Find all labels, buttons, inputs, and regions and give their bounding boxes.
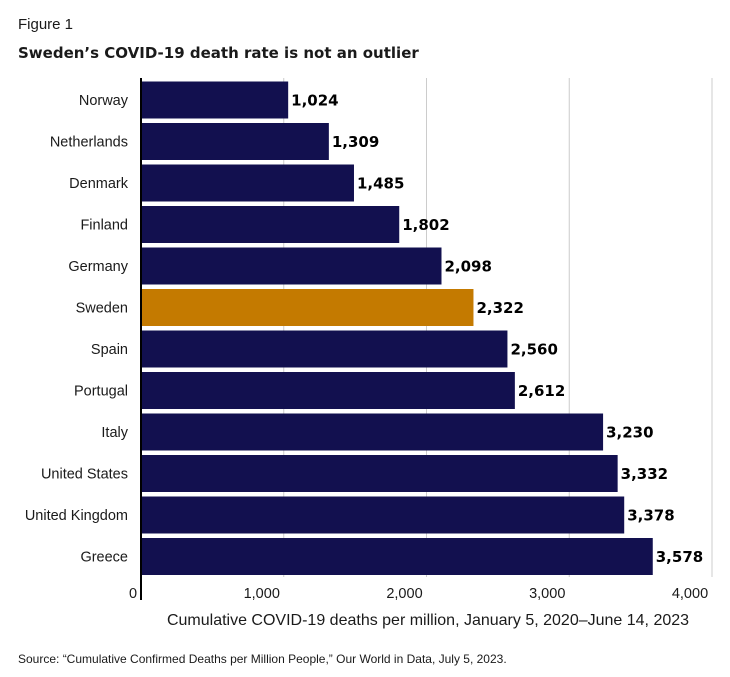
category-label: Portugal: [74, 384, 128, 400]
value-label: 1,309: [332, 133, 379, 151]
category-label: Greece: [80, 550, 128, 566]
value-label: 2,098: [444, 258, 491, 276]
value-label: 1,802: [402, 216, 449, 234]
category-label: United Kingdom: [25, 508, 128, 524]
x-tick-label: 4,000: [672, 586, 708, 602]
value-label: 2,560: [510, 341, 557, 359]
value-label: 3,578: [656, 548, 703, 566]
bar-finland: [142, 206, 400, 243]
source-note: Source: “Cumulative Confirmed Deaths per…: [18, 652, 507, 666]
bar-germany: [142, 247, 442, 285]
value-label: 3,332: [621, 465, 668, 483]
bar-greece: [142, 538, 653, 575]
figure-label: Figure 1: [18, 16, 74, 33]
category-label: Denmark: [69, 176, 129, 192]
bar-chart: Norway Netherlands Denmark Finland Germany Sw…: [25, 78, 713, 629]
x-tick-label: 1,000: [244, 586, 280, 602]
bar-united-states: [142, 455, 618, 492]
bar-netherlands: [142, 123, 329, 160]
category-label: Italy: [101, 425, 128, 441]
value-label: 3,378: [627, 507, 674, 525]
bar-italy: [142, 413, 604, 451]
category-label: Germany: [68, 259, 128, 275]
category-label: Netherlands: [50, 135, 128, 151]
category-labels: Norway Netherlands Denmark Finland Germany Sw…: [25, 93, 129, 566]
value-label: 2,322: [476, 299, 523, 317]
x-axis-title: Cumulative COVID-19 deaths per million, …: [167, 612, 689, 629]
x-tick-labels: 0 1,000 2,000 3,000 4,000: [129, 586, 708, 602]
bar-spain: [142, 330, 508, 368]
bar-portugal: [142, 372, 515, 409]
category-label: Norway: [79, 93, 129, 109]
x-tick-label: 3,000: [529, 586, 565, 602]
bar-united-kingdom: [142, 496, 625, 534]
value-label: 1,024: [291, 92, 338, 110]
category-label: United States: [41, 467, 128, 483]
value-label: 2,612: [518, 382, 565, 400]
bar-denmark: [142, 164, 354, 202]
value-label: 1,485: [357, 175, 404, 193]
category-label: Sweden: [76, 301, 128, 317]
value-labels: 1,024 1,309 1,485 1,802 2,098 2,322 2,560 2,612…: [291, 92, 703, 567]
category-label: Spain: [91, 342, 128, 358]
chart-title: Sweden’s COVID-19 death rate is not an o…: [18, 44, 419, 62]
x-tick-label: 2,000: [386, 586, 422, 602]
value-label: 3,230: [606, 424, 653, 442]
bar-norway: [142, 81, 289, 119]
x-tick-label: 0: [129, 586, 137, 602]
bars: [142, 81, 653, 575]
gridlines: [283, 78, 713, 577]
bar-sweden: [142, 289, 474, 326]
category-label: Finland: [80, 218, 128, 234]
